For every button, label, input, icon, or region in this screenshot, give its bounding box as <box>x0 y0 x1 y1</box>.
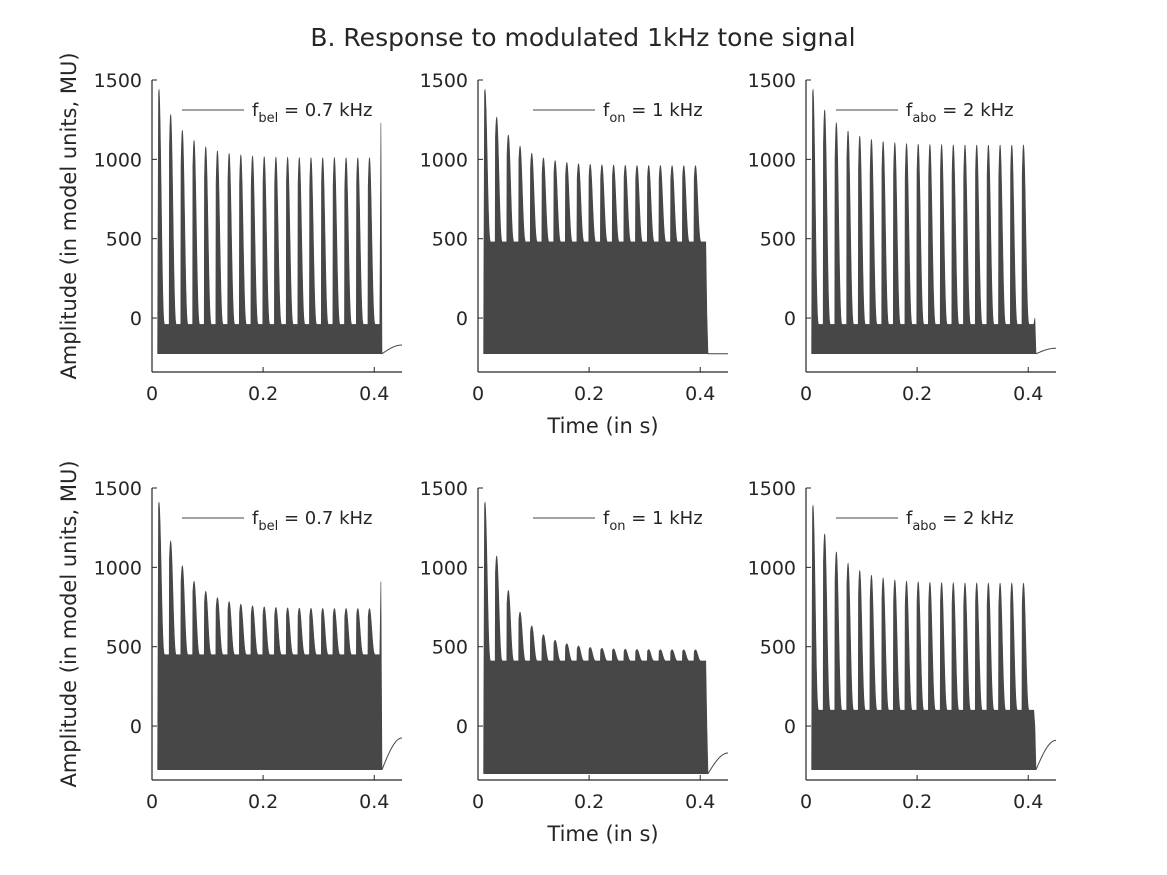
legend-label: fbel = 0.7 kHz <box>252 508 373 534</box>
y-tick-label: 500 <box>760 229 796 251</box>
y-tick-label: 1500 <box>748 70 796 92</box>
signal-tail <box>381 737 403 770</box>
panels: 0 500 1000 1500 0 0.2 0.4 fbel = 0.7 kHz Amplitu… <box>57 52 1057 846</box>
x-tick-label: 0.4 <box>359 791 389 813</box>
y-tick-label: 1500 <box>94 478 142 500</box>
x-tick-label: 0.2 <box>902 383 932 405</box>
x-tick-label: 0 <box>472 383 484 405</box>
x-tick-label: 0 <box>800 791 812 813</box>
panel-r2c1: 0 500 1000 1500 0 0.2 0.4 fbel = 0.7 kHz Amplitu… <box>57 460 403 813</box>
figure-title: B. Response to modulated 1kHz tone signa… <box>310 23 855 52</box>
legend-label: fon = 1 kHz <box>603 100 703 126</box>
y-tick-label: 1000 <box>748 557 796 579</box>
panel-r2c2: 0 500 1000 1500 0 0.2 0.4 fon = 1 kHz Time (in s… <box>420 478 729 846</box>
signal-envelope <box>157 88 383 355</box>
x-tick-label: 0 <box>472 791 484 813</box>
y-tick-label: 1000 <box>94 557 142 579</box>
signal-tail <box>381 344 403 355</box>
y-tick-label: 500 <box>760 637 796 659</box>
y-tick-label: 0 <box>456 716 468 738</box>
x-tick-label: 0.4 <box>359 383 389 405</box>
y-axis-label: Amplitude (in model units, MU) <box>57 460 81 787</box>
panel-r2c3: 0 500 1000 1500 0 0.2 0.4 fabo = 2 kHz <box>748 478 1057 813</box>
signal-envelope <box>483 501 709 774</box>
signal-envelope <box>811 504 1037 770</box>
y-tick-label: 1000 <box>420 557 468 579</box>
signal-envelope <box>811 88 1037 355</box>
y-tick-label: 1000 <box>94 149 142 171</box>
y-tick-label: 500 <box>106 229 142 251</box>
legend-label: fabo = 2 kHz <box>906 508 1014 534</box>
signal-envelope <box>483 88 709 355</box>
x-tick-label: 0 <box>146 791 158 813</box>
signal-envelope <box>157 501 383 770</box>
x-axis-label: Time (in s) <box>546 822 658 846</box>
y-tick-label: 1500 <box>94 70 142 92</box>
x-tick-label: 0.4 <box>1013 791 1043 813</box>
y-tick-label: 1000 <box>420 149 468 171</box>
y-tick-label: 500 <box>432 637 468 659</box>
legend-label: fbel = 0.7 kHz <box>252 100 373 126</box>
signal-tail <box>707 752 729 774</box>
y-tick-label: 1500 <box>420 478 468 500</box>
y-tick-label: 500 <box>106 637 142 659</box>
y-tick-label: 1500 <box>748 478 796 500</box>
y-axis-label: Amplitude (in model units, MU) <box>57 52 81 379</box>
signal-tail <box>1035 739 1057 770</box>
x-tick-label: 0 <box>800 383 812 405</box>
x-tick-label: 0.2 <box>248 383 278 405</box>
x-axis-label: Time (in s) <box>546 414 658 438</box>
legend-label: fon = 1 kHz <box>603 508 703 534</box>
x-tick-label: 0.2 <box>574 791 604 813</box>
x-tick-label: 0.4 <box>685 383 715 405</box>
y-tick-label: 500 <box>432 229 468 251</box>
panel-r1c2: 0 500 1000 1500 0 0.2 0.4 fon = 1 kHz Time (in s… <box>420 70 728 438</box>
y-tick-label: 0 <box>456 308 468 330</box>
y-tick-label: 1000 <box>748 149 796 171</box>
y-tick-label: 0 <box>784 308 796 330</box>
y-tick-label: 1500 <box>420 70 468 92</box>
x-tick-label: 0.2 <box>574 383 604 405</box>
x-tick-label: 0.2 <box>902 791 932 813</box>
x-tick-label: 0.4 <box>685 791 715 813</box>
panel-r1c3: 0 500 1000 1500 0 0.2 0.4 fabo = 2 kHz <box>748 70 1056 405</box>
panel-r1c1: 0 500 1000 1500 0 0.2 0.4 fbel = 0.7 kHz Amplitu… <box>57 52 403 405</box>
legend-label: fabo = 2 kHz <box>906 100 1014 126</box>
x-tick-label: 0.4 <box>1013 383 1043 405</box>
y-tick-label: 0 <box>130 308 142 330</box>
y-tick-label: 0 <box>784 716 796 738</box>
y-tick-label: 0 <box>130 716 142 738</box>
x-tick-label: 0 <box>146 383 158 405</box>
signal-tail <box>1035 347 1056 355</box>
x-tick-label: 0.2 <box>248 791 278 813</box>
